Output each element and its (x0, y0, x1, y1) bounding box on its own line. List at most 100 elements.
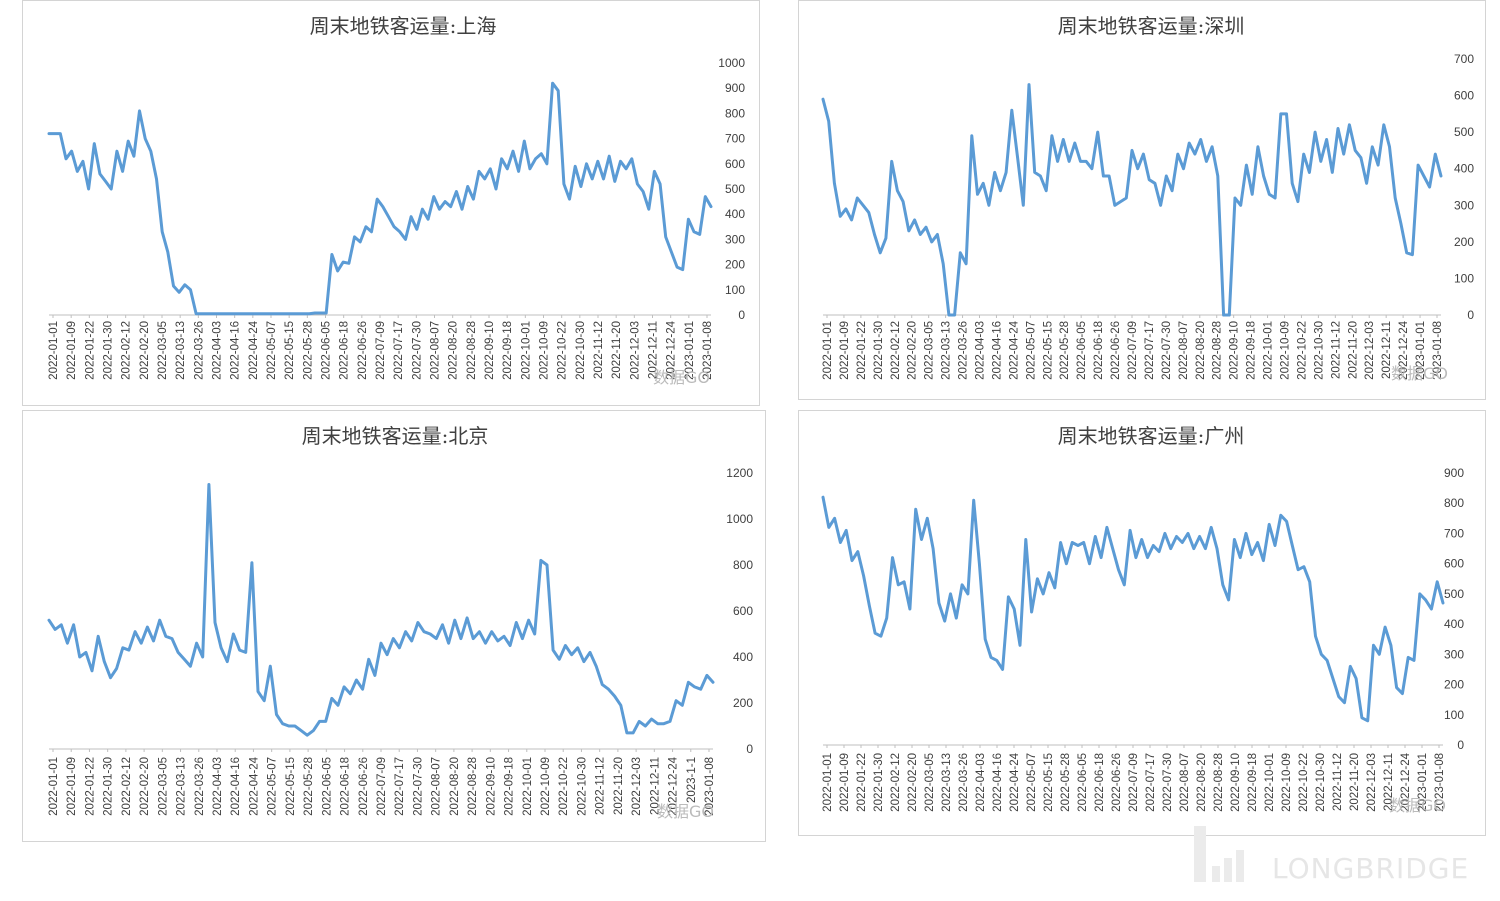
x-tick-label: 2022-06-05 (321, 757, 333, 816)
x-tick-label: 2022-08-28 (1213, 753, 1225, 812)
y-tick-label: 200 (725, 258, 745, 272)
x-tick-label: 2022-01-22 (84, 321, 96, 380)
x-tick-label: 2022-03-13 (941, 321, 953, 380)
x-tick-label: 2022-01-01 (822, 321, 834, 380)
y-tick-label: 800 (733, 558, 753, 572)
brand-text: LONGBRIDGE (1272, 852, 1469, 885)
y-tick-label: 700 (1454, 52, 1474, 66)
y-tick-label: 300 (1454, 198, 1474, 212)
y-tick-label: 100 (1454, 271, 1474, 285)
x-tick-label: 2022-04-24 (248, 756, 260, 815)
chart-svg-beijing: 周末地铁客运量:北京 0 200 400 600 800 1000 1200 2022-01-… (47, 424, 753, 821)
x-tick-label: 2022-02-20 (139, 321, 151, 380)
x-tick-label: 2022-12-24 (1398, 320, 1410, 379)
x-tick-label: 2022-04-16 (230, 321, 242, 380)
y-tick-label: 1000 (726, 512, 753, 526)
x-tick-label: 2022-08-28 (467, 757, 479, 816)
x-tick-label: 2022-06-05 (321, 321, 333, 380)
y-tick-label: 0 (1467, 308, 1474, 322)
x-tick-label: 2022-07-09 (1128, 753, 1140, 812)
x-tick-label: 2022-08-07 (1179, 753, 1191, 812)
y-tick-label: 400 (733, 650, 753, 664)
x-tick-label: 2022-01-30 (103, 757, 115, 816)
x-tick-label: 2022-07-30 (1162, 753, 1174, 812)
x-tick-label: 2022-09-18 (1246, 321, 1258, 380)
x-tick-label: 2022-05-15 (284, 321, 296, 380)
x-tick-label: 2022-08-28 (466, 321, 478, 380)
x-tick-label: 2022-01-09 (66, 321, 78, 380)
x-tick-label: 2022-04-16 (992, 753, 1004, 812)
x-tick-label: 2022-07-17 (394, 757, 406, 816)
x-tick-label: 2022-03-26 (193, 321, 205, 380)
x-tick-label: 2022-06-26 (358, 757, 370, 816)
x-tick-label: 2022-01-30 (873, 321, 885, 380)
x-tick-label: 2022-05-07 (267, 757, 279, 816)
y-tick-label: 600 (1454, 89, 1474, 103)
x-tick-label: 2022-12-03 (631, 757, 643, 816)
x-tick-label: 2022-04-16 (230, 757, 242, 816)
series-line (47, 483, 715, 737)
x-tick-label: 2022-08-07 (1178, 321, 1190, 380)
y-tick-label: 500 (1444, 587, 1464, 601)
x-tick-label: 2022-06-26 (1111, 753, 1123, 812)
watermark: 数据GO (1389, 796, 1446, 815)
watermark: 数据GO (1391, 364, 1448, 383)
brand-bar (1194, 826, 1206, 882)
watermark: 数据GO (653, 368, 710, 387)
x-tick-label: 2022-09-10 (484, 321, 496, 380)
x-tick-label: 2022-01-09 (839, 753, 851, 812)
y-tick-label: 100 (725, 283, 745, 297)
x-tick-label: 2022-05-07 (1026, 753, 1038, 812)
y-tick-label: 500 (1454, 125, 1474, 139)
x-tick-label: 2022-03-05 (924, 753, 936, 812)
x-tick-label: 2022-08-07 (430, 321, 442, 380)
y-tick-label: 400 (725, 207, 745, 221)
x-tick-label: 2022-12-03 (1364, 321, 1376, 380)
x-tick-label: 2022-05-28 (1059, 321, 1071, 380)
brand-bar (1212, 866, 1220, 882)
x-tick-label: 2022-08-20 (448, 321, 460, 380)
y-tick-label: 500 (725, 182, 745, 196)
x-tick-label: 2022-02-20 (907, 321, 919, 380)
x-tick-label: 2022-10-09 (539, 321, 551, 380)
x-tick-label: 2022-09-10 (1230, 753, 1242, 812)
x-tick-label: 2022-11-12 (595, 757, 607, 815)
y-tick-label: 400 (1454, 162, 1474, 176)
chart-panel-beijing: 周末地铁客运量:北京 0 200 400 600 800 1000 1200 2022-01-… (22, 410, 766, 842)
y-tick-label: 300 (725, 232, 745, 246)
y-tick-label: 600 (733, 604, 753, 618)
x-tick-label: 2022-10-09 (540, 757, 552, 816)
y-tick-label: 300 (1444, 647, 1464, 661)
x-tick-label: 2023-1-1 (686, 757, 698, 803)
series-line (47, 81, 713, 316)
x-tick-label: 2022-01-01 (822, 753, 834, 812)
x-tick-label: 2022-05-15 (1043, 753, 1055, 812)
x-tick-label: 2022-04-03 (975, 321, 987, 380)
x-tick-label: 2022-01-22 (84, 757, 96, 816)
x-tick-label: 2022-04-24 (248, 320, 260, 379)
x-tick-label: 2022-11-20 (1349, 753, 1361, 811)
x-tick-label: 2022-06-05 (1077, 753, 1089, 812)
x-tick-label: 2022-10-09 (1280, 321, 1292, 380)
y-tick-label: 900 (1444, 466, 1464, 480)
chart-svg-shenzhen: 周末地铁客运量:深圳 0 100 200 300 400 500 600 700 2022-01… (821, 14, 1474, 383)
x-tick-label: 2022-11-12 (1330, 321, 1342, 379)
x-tick-label: 2022-12-24 (668, 756, 680, 815)
x-tick-label: 2023-01-08 (704, 757, 716, 816)
x-tick-label: 2022-10-30 (576, 757, 588, 816)
x-tick-label: 2022-03-05 (924, 321, 936, 380)
x-tick-label: 2022-03-13 (941, 753, 953, 812)
x-tick-label: 2022-04-03 (212, 321, 224, 380)
x-tick-label: 2022-03-26 (958, 321, 970, 380)
x-tick-label: 2022-07-30 (1161, 321, 1173, 380)
chart-svg-shanghai: 周末地铁客运量:上海 0 100 200 300 400 500 600 700 800 900 1… (47, 14, 745, 387)
x-tick-label: 2022-06-26 (357, 321, 369, 380)
x-tick-label: 2022-04-24 (1009, 752, 1021, 811)
x-tick-label: 2022-02-12 (890, 753, 902, 812)
x-tick-label: 2022-08-20 (449, 757, 461, 816)
x-tick-label: 2022-09-10 (485, 757, 497, 816)
x-tick-label: 2022-11-12 (1332, 753, 1344, 811)
y-tick-label: 600 (725, 157, 745, 171)
x-tick-label: 2022-06-26 (1110, 321, 1122, 380)
series-line (821, 495, 1445, 723)
